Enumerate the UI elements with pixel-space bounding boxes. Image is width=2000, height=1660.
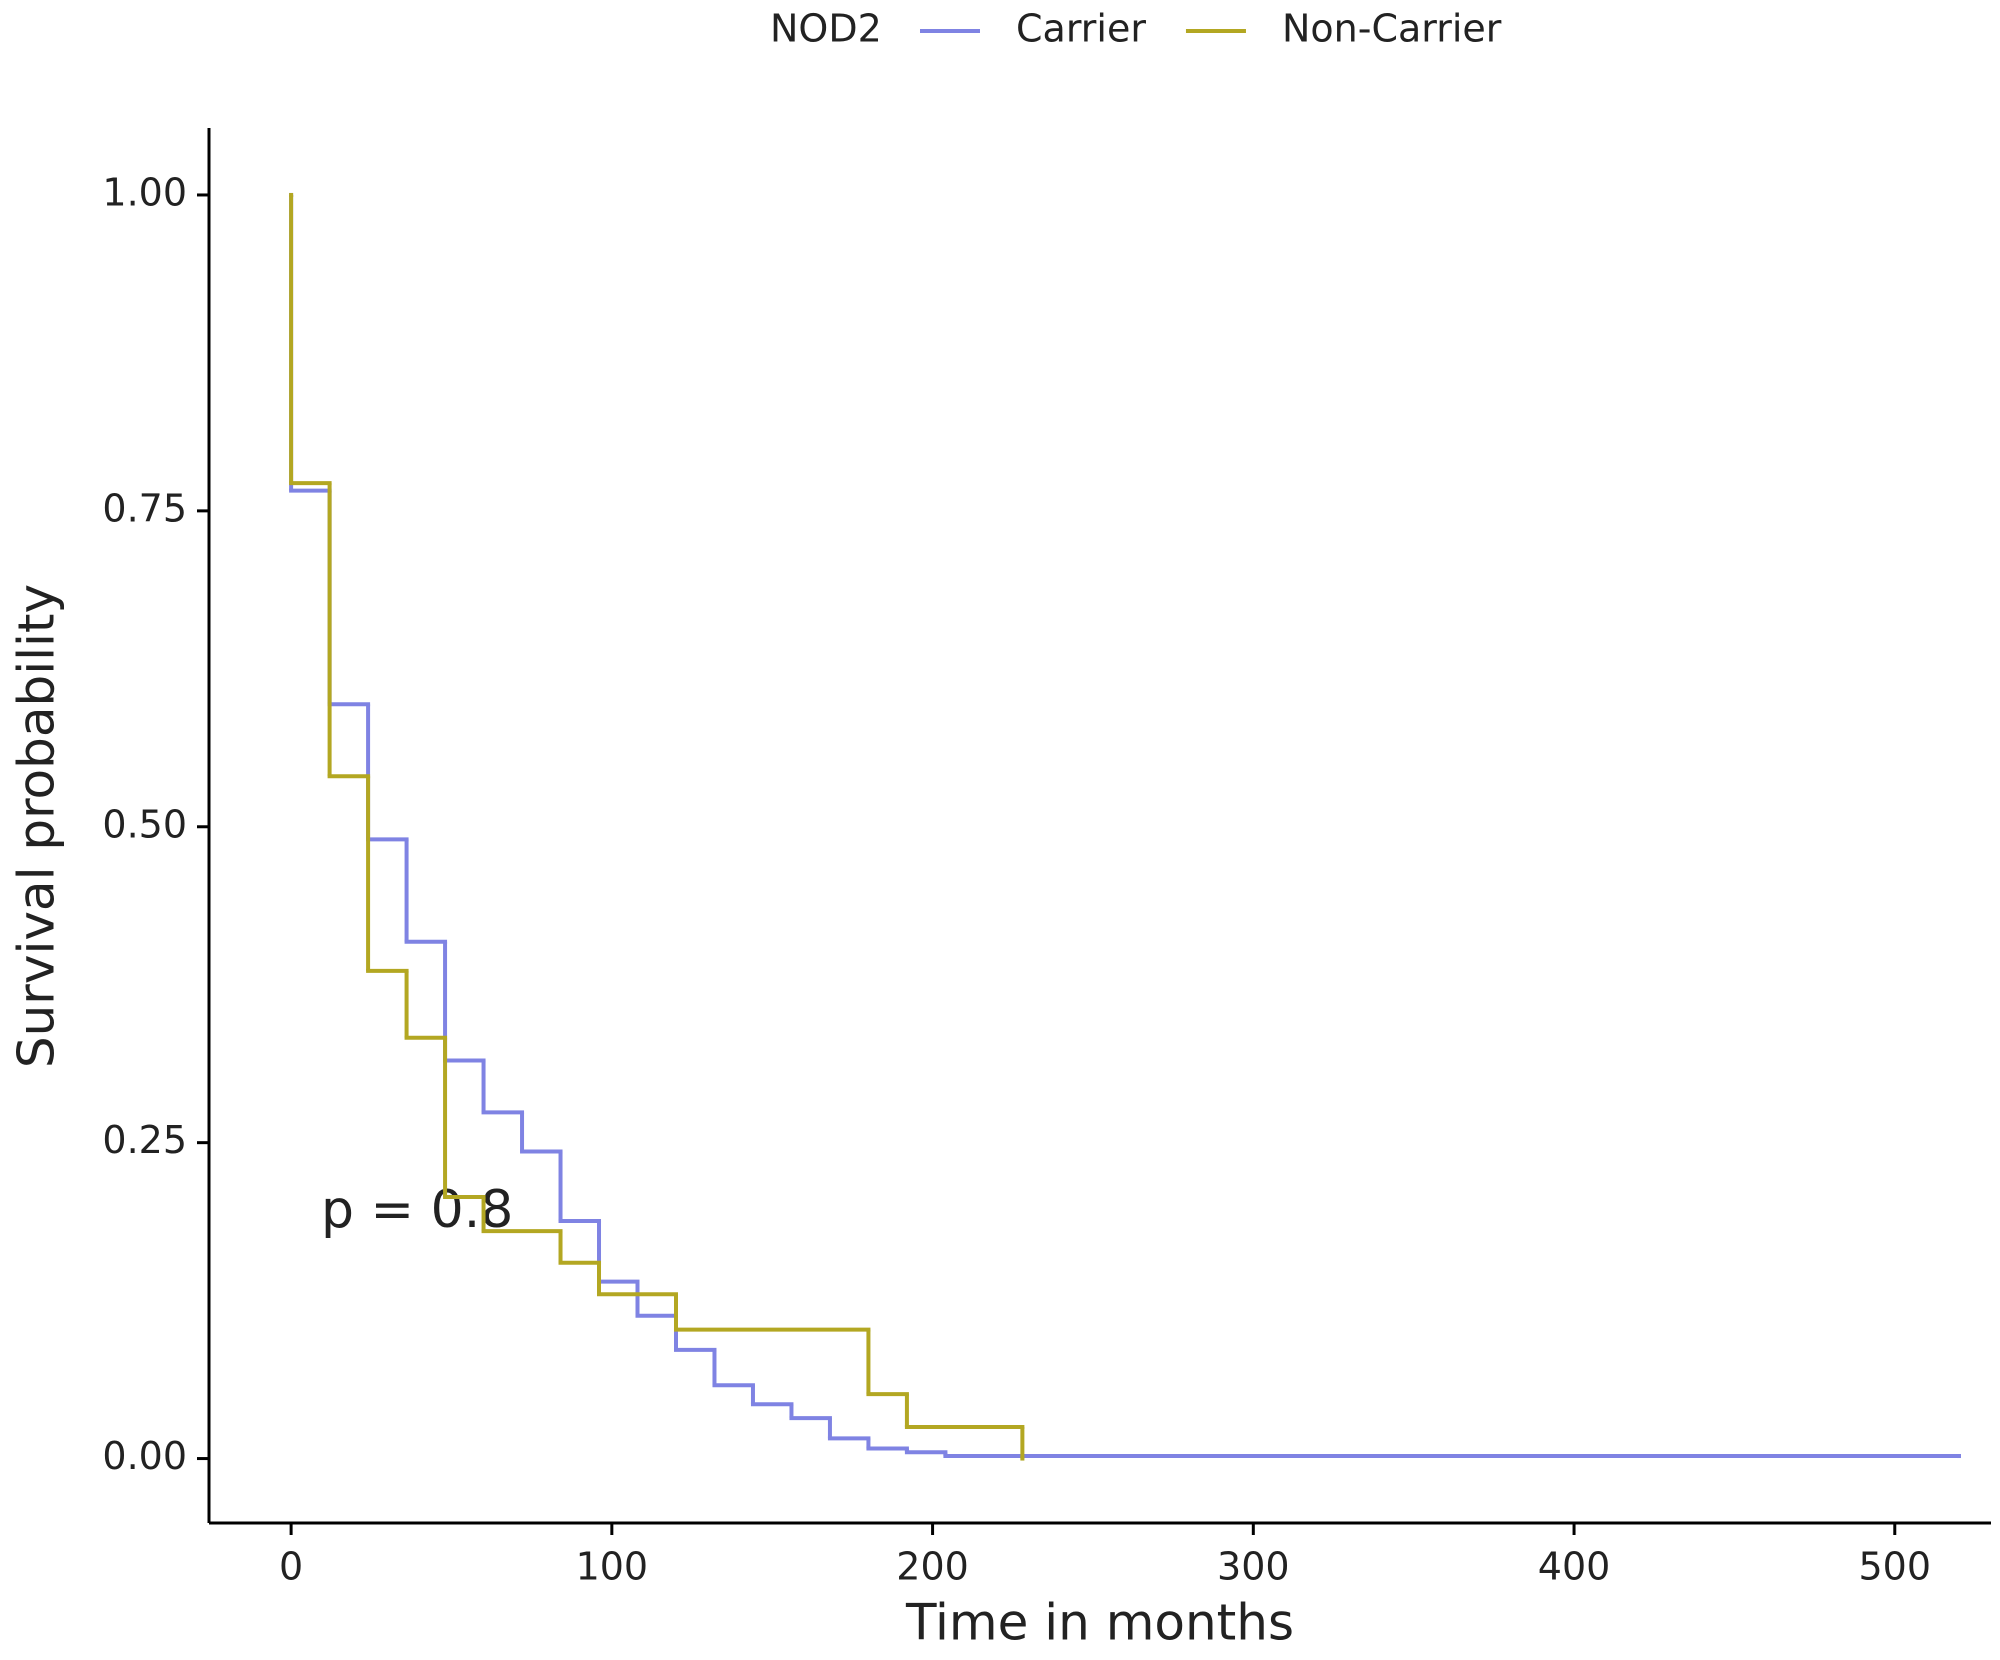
x-tick-label: 400 [1538, 1545, 1611, 1589]
x-tick-label: 200 [896, 1545, 969, 1589]
legend-title: NOD2 [770, 7, 882, 51]
y-tick-label: 1.00 [102, 170, 187, 214]
x-tick-label: 500 [1859, 1545, 1932, 1589]
y-tick-label: 0.00 [102, 1434, 187, 1478]
y-tick-label: 0.50 [102, 802, 187, 846]
y-tick-label: 0.75 [102, 486, 187, 530]
legend-label: Non-Carrier [1282, 7, 1502, 51]
legend-label: Carrier [1016, 7, 1146, 51]
x-tick-label: 300 [1217, 1545, 1290, 1589]
y-axis-title: Survival probability [8, 584, 66, 1068]
p-value: p = 0.8 [321, 1180, 513, 1240]
x-tick-label: 100 [576, 1545, 649, 1589]
y-tick-label: 0.25 [102, 1118, 187, 1162]
x-tick-label: 0 [279, 1545, 303, 1589]
x-axis-title: Time in months [905, 1594, 1294, 1652]
